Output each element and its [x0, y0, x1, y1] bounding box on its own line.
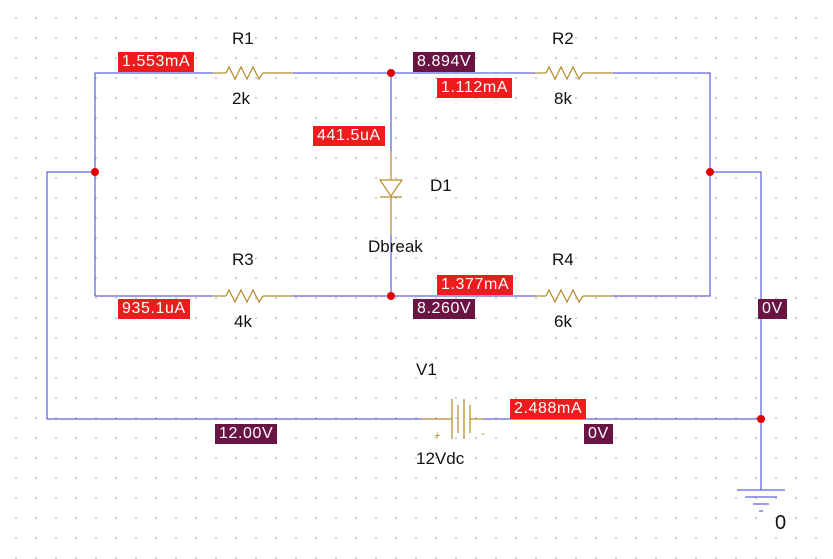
current-r2-marker[interactable]: 1.112mA: [437, 78, 513, 98]
wire-source-positive: [46, 171, 422, 420]
r1-name: R1: [232, 29, 254, 48]
current-r4-marker[interactable]: 1.377mA: [437, 275, 514, 295]
v1-minus-sign: -: [481, 428, 485, 440]
node-right[interactable]: [706, 168, 714, 176]
d1-model: Dbreak: [368, 237, 423, 256]
nodes: [91, 69, 765, 423]
resistor-r3-symbol[interactable]: [213, 288, 293, 304]
r2-value: 8k: [554, 89, 572, 108]
wires: [46, 72, 762, 490]
r3-value: 4k: [234, 312, 252, 331]
wire-right-to-ground: [710, 171, 762, 490]
battery-v1-symbol[interactable]: [422, 399, 483, 439]
resistor-r1-symbol[interactable]: [213, 65, 293, 81]
r2-name: R2: [552, 29, 574, 48]
voltage-bottom-node-marker[interactable]: 8.260V: [413, 299, 476, 319]
node-left[interactable]: [91, 168, 99, 176]
voltage-right-node-marker[interactable]: 0V: [758, 299, 787, 319]
current-r3-marker[interactable]: 935.1uA: [118, 299, 190, 319]
v1-name: V1: [416, 360, 437, 379]
ground-label: 0: [775, 512, 787, 534]
voltage-source-negative-marker[interactable]: 0V: [584, 424, 613, 444]
voltage-source-positive-marker[interactable]: 12.00V: [215, 424, 278, 444]
current-r1-marker[interactable]: 1.553mA: [118, 52, 195, 72]
r3-name: R3: [232, 250, 254, 269]
voltage-top-node-marker[interactable]: 8.894V: [413, 52, 476, 72]
node-ground[interactable]: [757, 415, 765, 423]
current-d1-marker[interactable]: 441.5uA: [313, 126, 385, 146]
resistor-r2-symbol[interactable]: [535, 65, 613, 81]
resistor-r4-symbol[interactable]: [535, 288, 613, 304]
v1-plus-sign: +: [434, 430, 441, 442]
node-bottom[interactable]: [387, 292, 395, 300]
node-top[interactable]: [387, 69, 395, 77]
r1-value: 2k: [232, 89, 250, 108]
v1-value: 12Vdc: [416, 449, 465, 468]
diode-d1-symbol[interactable]: [378, 151, 404, 235]
r4-name: R4: [552, 250, 574, 269]
ground-symbol: [737, 489, 785, 512]
wire-left-loop: [94, 72, 213, 297]
current-v1-marker[interactable]: 2.488mA: [510, 399, 587, 419]
r4-value: 6k: [554, 312, 572, 331]
d1-name: D1: [430, 176, 452, 195]
wire-r2-right: [613, 72, 711, 297]
